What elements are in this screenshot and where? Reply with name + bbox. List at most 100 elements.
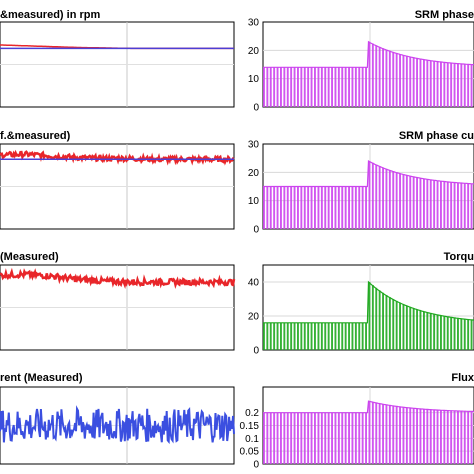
waveform-pulse (405, 175, 408, 229)
waveform-pulse (419, 408, 422, 464)
waveform-pulse (334, 67, 337, 107)
waveform-pulse (446, 62, 449, 107)
panel-title: SRM phase cu (399, 130, 474, 142)
waveform-pulse (368, 282, 371, 350)
waveform-pulse (341, 322, 344, 350)
waveform-pulse (354, 186, 357, 229)
waveform-pulse (446, 410, 449, 464)
waveform-pulse (300, 322, 303, 350)
waveform-pulse (388, 405, 391, 464)
waveform-pulse (331, 67, 333, 107)
waveform-pulse (348, 186, 350, 229)
waveform-pulse (440, 410, 442, 464)
waveform-pulse (348, 67, 350, 107)
waveform-pulse (286, 412, 289, 464)
waveform-pulse (266, 186, 269, 229)
waveform-pulse (263, 186, 265, 229)
waveform-pulse (341, 186, 344, 229)
waveform-pulse (436, 314, 439, 350)
waveform-pulse (300, 67, 303, 107)
plot-area (263, 144, 474, 229)
waveform-pulse (375, 164, 378, 229)
waveform-pulse (436, 180, 439, 229)
waveform-pulse (290, 412, 293, 464)
waveform-pulse (399, 302, 401, 350)
waveform-pulse (365, 322, 367, 350)
y-tick-label: 20 (248, 312, 260, 323)
waveform-pulse (324, 186, 327, 229)
waveform-pulse (263, 67, 265, 107)
waveform-pulse (457, 182, 459, 229)
y-tick-label: 0.2 (245, 408, 259, 419)
waveform-pulse (426, 179, 429, 229)
waveform-pulse (402, 407, 405, 464)
waveform-pulse (419, 58, 422, 107)
waveform-pulse (378, 290, 381, 350)
waveform-pulse (273, 67, 276, 107)
waveform-pulse (358, 67, 361, 107)
waveform-pulse (361, 67, 364, 107)
waveform-pulse (331, 322, 333, 350)
waveform-pulse (283, 186, 286, 229)
y-tick-labels: 0.2 0.15 0.1 0.05 0 (240, 408, 260, 470)
y-tick-label: 0.15 (240, 421, 260, 432)
waveform-pulse (433, 61, 436, 107)
waveform-pulse (392, 52, 395, 107)
waveform-pulse (467, 411, 470, 464)
waveform-pulse (416, 58, 418, 107)
waveform-pulse (344, 67, 347, 107)
waveform-pulse (303, 186, 306, 229)
waveform-pulse (276, 322, 279, 350)
waveform-pulse (443, 62, 446, 107)
waveform-pulse (368, 161, 371, 229)
y-tick-label: 0 (253, 460, 259, 471)
waveform-pulse (269, 67, 272, 107)
panel-srm-phase: SRM phase 30 20 10 0 (248, 9, 474, 114)
waveform-pulse (412, 57, 415, 107)
plot-area (0, 144, 235, 229)
waveform-pulse (412, 408, 415, 464)
waveform-pulse (443, 410, 446, 464)
waveform-pulse (378, 403, 381, 464)
waveform-pulse (467, 183, 470, 229)
waveform-pulse (273, 412, 276, 464)
waveform-pulse (365, 412, 367, 464)
waveform-pulse (429, 409, 432, 464)
waveform-pulse (310, 186, 313, 229)
waveform-pulse (440, 315, 442, 350)
waveform-pulse (440, 181, 442, 229)
waveform-pulse (463, 411, 466, 464)
waveform-pulse (402, 304, 405, 350)
waveform-pulse (385, 49, 388, 107)
waveform-pulse (409, 175, 412, 229)
waveform-pulse (365, 186, 367, 229)
waveform-pulse (470, 411, 473, 464)
waveform-pulse (429, 313, 432, 350)
y-tick-labels: 30 20 10 0 (248, 18, 260, 114)
waveform-pulse (280, 322, 282, 350)
panel-title: SRM phase (415, 9, 474, 21)
waveform-pulse (453, 63, 456, 107)
waveform-pulse (378, 166, 381, 229)
waveform-pulse (375, 45, 378, 107)
y-tick-label: 10 (248, 196, 260, 207)
waveform-pulse (276, 412, 279, 464)
waveform-pulse (395, 172, 398, 229)
waveform-pulse (263, 322, 265, 350)
waveform-pulse (395, 406, 398, 464)
y-tick-label: 0 (253, 346, 259, 357)
waveform-pulse (303, 412, 306, 464)
waveform-pulse (450, 317, 453, 350)
waveform-pulse (358, 186, 361, 229)
waveform-pulse (337, 412, 340, 464)
waveform-pulse (423, 311, 425, 350)
waveform-pulse (371, 401, 374, 464)
waveform-pulse (412, 176, 415, 229)
waveform-pulse (385, 404, 388, 464)
waveform-pulse (470, 319, 473, 350)
waveform-pulse (423, 59, 425, 107)
waveform-pulse (297, 67, 299, 107)
waveform-pulse (395, 53, 398, 107)
y-tick-label: 40 (248, 278, 260, 289)
waveform-pulse (273, 322, 276, 350)
